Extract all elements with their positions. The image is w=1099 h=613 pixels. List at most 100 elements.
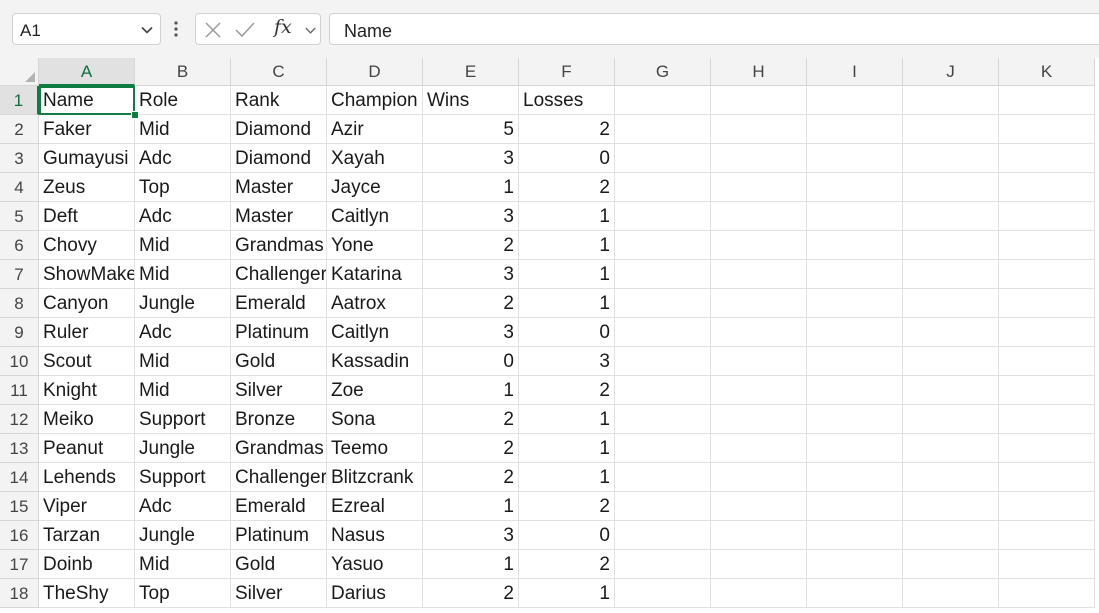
table-cell[interactable] [903,550,999,579]
table-cell[interactable] [711,115,807,144]
table-cell[interactable]: Name [39,86,135,115]
table-cell[interactable]: 2 [519,173,615,202]
formula-input[interactable]: Name [329,13,1099,45]
table-cell[interactable] [999,202,1095,231]
table-cell[interactable] [615,492,711,521]
table-cell[interactable] [999,86,1095,115]
row-header[interactable]: 14 [0,463,39,492]
row-header[interactable]: 6 [0,231,39,260]
table-cell[interactable] [711,318,807,347]
table-cell[interactable] [999,260,1095,289]
row-header[interactable]: 1 [0,86,39,115]
table-cell[interactable] [999,434,1095,463]
table-cell[interactable] [615,405,711,434]
table-cell[interactable] [711,86,807,115]
table-cell[interactable] [711,289,807,318]
table-cell[interactable] [711,173,807,202]
table-cell[interactable]: Nasus [327,521,423,550]
table-cell[interactable]: Losses [519,86,615,115]
table-cell[interactable]: Grandmas [231,231,327,260]
table-cell[interactable]: 3 [423,144,519,173]
table-cell[interactable]: Lehends [39,463,135,492]
table-cell[interactable]: Caitlyn [327,202,423,231]
table-cell[interactable]: Emerald [231,289,327,318]
table-cell[interactable] [903,202,999,231]
table-cell[interactable] [999,144,1095,173]
table-cell[interactable] [903,347,999,376]
column-header[interactable]: F [519,58,615,86]
row-header[interactable]: 18 [0,579,39,608]
table-cell[interactable]: Role [135,86,231,115]
table-cell[interactable] [903,231,999,260]
table-cell[interactable] [903,405,999,434]
table-cell[interactable] [903,144,999,173]
table-cell[interactable]: Grandmas [231,434,327,463]
table-cell[interactable]: Blitzcrank [327,463,423,492]
column-header[interactable]: D [327,58,423,86]
table-cell[interactable] [999,173,1095,202]
table-cell[interactable]: Challenger [231,463,327,492]
row-header[interactable]: 7 [0,260,39,289]
table-cell[interactable]: 1 [423,550,519,579]
table-cell[interactable] [615,144,711,173]
row-header[interactable]: 4 [0,173,39,202]
table-cell[interactable] [903,173,999,202]
row-header[interactable]: 13 [0,434,39,463]
table-cell[interactable]: Jungle [135,434,231,463]
table-cell[interactable] [807,318,903,347]
table-cell[interactable] [711,550,807,579]
table-cell[interactable]: Adc [135,144,231,173]
table-cell[interactable] [711,579,807,608]
table-cell[interactable] [807,144,903,173]
table-cell[interactable]: Jungle [135,521,231,550]
table-cell[interactable] [711,144,807,173]
table-cell[interactable]: 3 [423,521,519,550]
table-cell[interactable] [903,260,999,289]
insert-function-icon[interactable]: fx [274,16,292,38]
table-cell[interactable] [615,86,711,115]
table-cell[interactable]: 0 [519,144,615,173]
column-header[interactable]: K [999,58,1095,86]
table-cell[interactable] [615,115,711,144]
row-header[interactable]: 16 [0,521,39,550]
table-cell[interactable] [615,260,711,289]
table-cell[interactable] [711,434,807,463]
table-cell[interactable] [999,579,1095,608]
table-cell[interactable]: 2 [423,405,519,434]
table-cell[interactable] [615,231,711,260]
table-cell[interactable]: Mid [135,231,231,260]
table-cell[interactable] [807,434,903,463]
table-cell[interactable]: Darius [327,579,423,608]
table-cell[interactable]: Gold [231,347,327,376]
row-header[interactable]: 3 [0,144,39,173]
table-cell[interactable]: 2 [423,579,519,608]
column-header[interactable]: I [807,58,903,86]
table-cell[interactable] [807,405,903,434]
table-cell[interactable] [807,492,903,521]
table-cell[interactable]: Champion [327,86,423,115]
table-cell[interactable] [807,347,903,376]
column-header[interactable]: G [615,58,711,86]
table-cell[interactable]: 1 [519,231,615,260]
table-cell[interactable]: Caitlyn [327,318,423,347]
table-cell[interactable]: Scout [39,347,135,376]
table-cell[interactable] [999,405,1095,434]
table-cell[interactable]: Mid [135,347,231,376]
table-cell[interactable] [807,86,903,115]
table-cell[interactable]: Silver [231,376,327,405]
table-cell[interactable] [711,347,807,376]
table-cell[interactable] [807,202,903,231]
table-cell[interactable] [807,463,903,492]
table-cell[interactable]: 1 [423,492,519,521]
table-cell[interactable]: 2 [519,492,615,521]
table-cell[interactable]: Mid [135,115,231,144]
row-header[interactable]: 11 [0,376,39,405]
row-header[interactable]: 15 [0,492,39,521]
table-cell[interactable] [903,376,999,405]
table-cell[interactable]: Meiko [39,405,135,434]
table-cell[interactable]: 3 [423,260,519,289]
table-cell[interactable]: Adc [135,492,231,521]
table-cell[interactable]: Diamond [231,115,327,144]
column-header[interactable]: C [231,58,327,86]
table-cell[interactable] [999,463,1095,492]
